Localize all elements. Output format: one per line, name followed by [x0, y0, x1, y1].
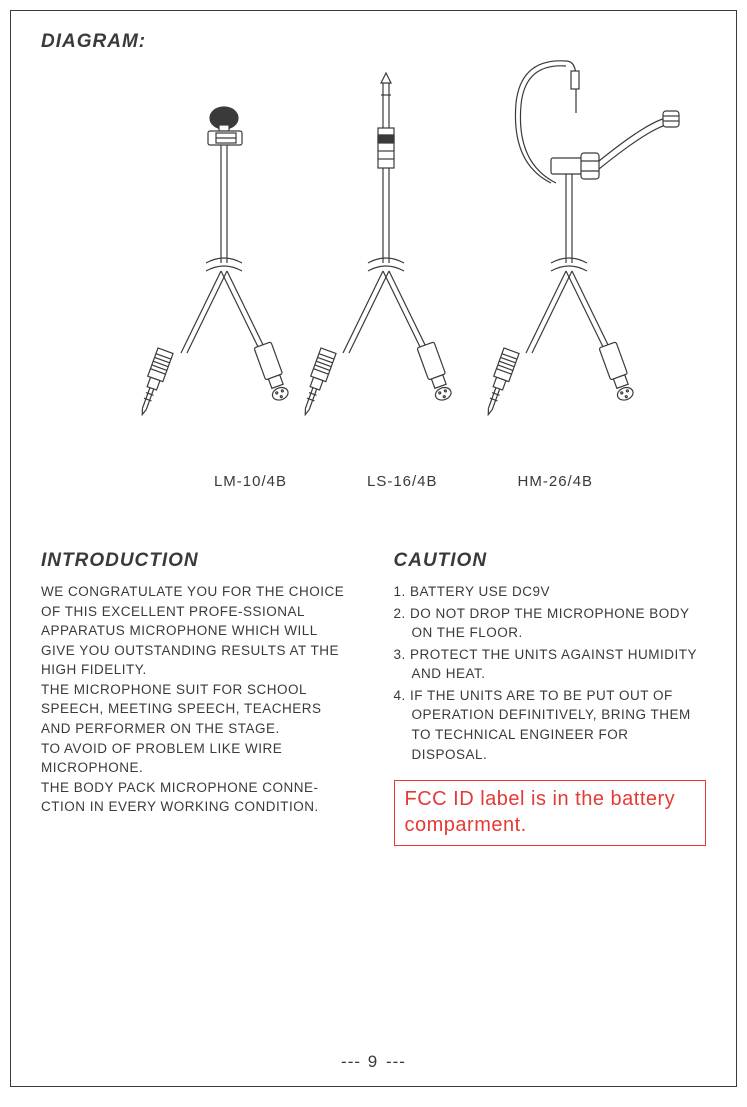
caution-item: 2. DO NOT DROP THE MICROPHONE BODY ON TH…	[394, 604, 707, 643]
diagram-label-1: LM-10/4B	[214, 473, 287, 490]
diagram-area	[41, 63, 706, 473]
caution-title: CAUTION	[394, 550, 707, 572]
text-columns: INTRODUCTION WE CONGRATULATE YOU FOR THE…	[41, 550, 706, 846]
introduction-title: INTRODUCTION	[41, 550, 354, 572]
caution-item: 4. IF THE UNITS ARE TO BE PUT OUT OF OPE…	[394, 686, 707, 764]
diagram-title: DIAGRAM:	[41, 31, 706, 53]
introduction-column: INTRODUCTION WE CONGRATULATE YOU FOR THE…	[41, 550, 354, 846]
caution-column: CAUTION 1. BATTERY USE DC9V2. DO NOT DRO…	[394, 550, 707, 846]
page-number: --- 9 ---	[11, 1052, 736, 1072]
diagram-label-3: HM-26/4B	[518, 473, 594, 490]
dash-left: ---	[341, 1052, 361, 1071]
caution-item: 1. BATTERY USE DC9V	[394, 582, 707, 602]
caution-list: 1. BATTERY USE DC9V2. DO NOT DROP THE MI…	[394, 582, 707, 764]
fcc-label-box: FCC ID label is in the battery comparmen…	[394, 780, 707, 846]
page-number-value: 9	[368, 1052, 379, 1071]
introduction-body: WE CONGRATULATE YOU FOR THE CHOICE OF TH…	[41, 582, 354, 817]
diagram-labels: LM-10/4B LS-16/4B HM-26/4B	[41, 473, 706, 490]
dash-right: ---	[386, 1052, 406, 1071]
page-frame: DIAGRAM:	[10, 10, 737, 1087]
diagram-label-2: LS-16/4B	[367, 473, 438, 490]
diagram-svg	[51, 53, 711, 453]
caution-item: 3. PROTECT THE UNITS AGAINST HUMIDITY AN…	[394, 645, 707, 684]
